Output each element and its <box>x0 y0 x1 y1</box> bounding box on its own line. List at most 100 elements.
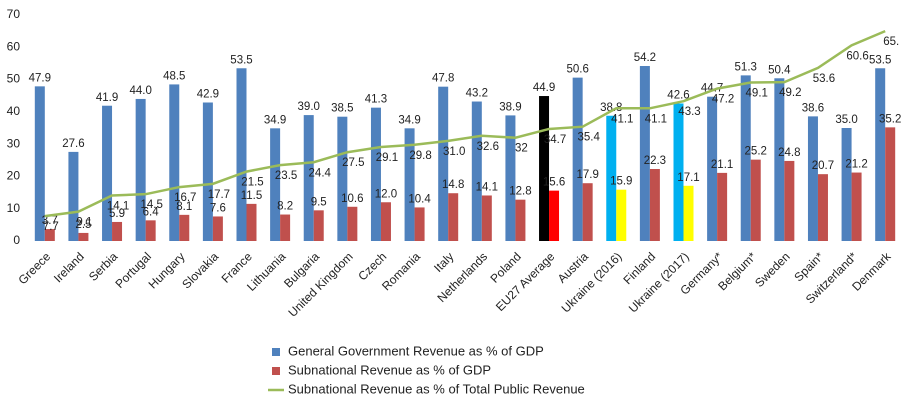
bar <box>337 116 348 241</box>
bar <box>270 128 281 241</box>
x-tick-label: Slovakia <box>179 249 221 291</box>
bar <box>515 199 526 241</box>
value-label: 8.1 <box>176 201 192 213</box>
value-label: 17.9 <box>576 169 598 181</box>
value-label: 34.9 <box>398 114 420 126</box>
value-label: 2.5 <box>75 219 91 231</box>
value-label: 42.9 <box>197 89 219 101</box>
value-label: 47.8 <box>432 73 454 85</box>
value-label: 47.9 <box>29 72 51 84</box>
bar <box>68 151 79 241</box>
value-label: 8.2 <box>277 201 293 213</box>
value-label: 12.0 <box>375 188 397 200</box>
x-tick-label: Ireland <box>51 249 87 285</box>
value-label: 50.6 <box>566 64 588 76</box>
value-label: 25.2 <box>745 146 767 158</box>
value-label: 50.4 <box>768 64 791 76</box>
value-label: 38.8 <box>600 102 622 114</box>
bar <box>135 98 146 241</box>
y-tick-label: 40 <box>7 104 21 118</box>
legend-swatch <box>272 348 280 356</box>
value-label: 27.5 <box>342 157 364 169</box>
value-label: 14.1 <box>107 201 129 213</box>
bar <box>817 174 828 241</box>
x-tick-label: Italy <box>431 249 456 274</box>
bar <box>774 78 785 241</box>
bar <box>673 103 684 241</box>
value-label: 53.5 <box>230 54 252 66</box>
legend-swatch <box>272 367 280 375</box>
value-label: 17.7 <box>208 189 230 201</box>
y-tick-label: 20 <box>7 169 21 183</box>
value-label: 44.0 <box>129 85 151 97</box>
bar <box>145 220 156 241</box>
value-label: 44.9 <box>533 82 555 94</box>
bar <box>717 172 728 241</box>
line <box>44 29 886 218</box>
value-label: 48.5 <box>163 70 185 82</box>
bar <box>102 105 113 241</box>
x-tick-label: Greece <box>15 249 53 287</box>
y-tick-label: 0 <box>13 233 20 247</box>
bar <box>303 115 314 241</box>
value-label: 15.6 <box>543 177 565 189</box>
value-label: 31.0 <box>443 146 465 158</box>
y-tick-label: 10 <box>7 201 21 215</box>
y-tick-label: 70 <box>7 7 21 21</box>
value-label: 29.8 <box>409 150 431 162</box>
value-label: 21.2 <box>845 159 867 171</box>
value-label: 60.6 <box>846 50 868 62</box>
value-label: 32.6 <box>477 141 499 153</box>
legend-label: Subnational Revenue as % of Total Public… <box>288 381 585 396</box>
bar <box>202 102 213 241</box>
value-label: 10.4 <box>408 193 431 205</box>
bar <box>380 202 391 241</box>
bar <box>582 183 593 241</box>
x-tick-label: EU27 Average <box>493 249 558 314</box>
value-label: 41.9 <box>96 92 118 104</box>
value-label: 12.8 <box>509 186 531 198</box>
value-label: 20.7 <box>812 160 834 172</box>
bar <box>683 185 694 241</box>
bar <box>347 206 358 241</box>
value-label: 15.9 <box>610 176 632 188</box>
bar <box>750 159 761 241</box>
value-label: 6.4 <box>143 206 160 218</box>
value-label: 3.7 <box>42 215 58 227</box>
x-tick-label: Hungary <box>146 249 188 291</box>
value-label: 34.7 <box>544 134 566 146</box>
value-label: 27.6 <box>62 138 84 150</box>
bar <box>549 190 560 241</box>
bar <box>875 68 886 242</box>
bar <box>246 203 257 241</box>
bar <box>481 195 492 241</box>
bar <box>280 214 291 241</box>
value-label: 38.9 <box>499 101 521 113</box>
bar <box>851 172 862 241</box>
bar <box>784 160 795 241</box>
bar <box>616 189 627 241</box>
value-label: 7.6 <box>210 202 226 214</box>
bar <box>649 169 660 241</box>
value-label: 54.2 <box>634 52 656 64</box>
value-label: 49.1 <box>746 88 768 100</box>
value-label: 11.5 <box>241 190 263 202</box>
bar <box>807 116 818 241</box>
bar <box>606 115 617 241</box>
bar <box>112 221 123 241</box>
value-label: 23.5 <box>275 170 297 182</box>
bar <box>448 193 459 241</box>
bar <box>44 229 55 241</box>
y-tick-label: 60 <box>7 39 21 53</box>
bar <box>438 86 449 241</box>
value-label: 16.7 <box>174 192 196 204</box>
value-label: 38.6 <box>802 102 824 114</box>
value-label: 43.3 <box>678 106 700 118</box>
value-label: 24.8 <box>778 147 800 159</box>
value-label: 42.6 <box>667 89 689 101</box>
value-label: 47.2 <box>712 94 734 106</box>
value-label: 38.5 <box>331 103 353 115</box>
value-label: 24.4 <box>309 167 332 179</box>
bar <box>404 128 415 241</box>
